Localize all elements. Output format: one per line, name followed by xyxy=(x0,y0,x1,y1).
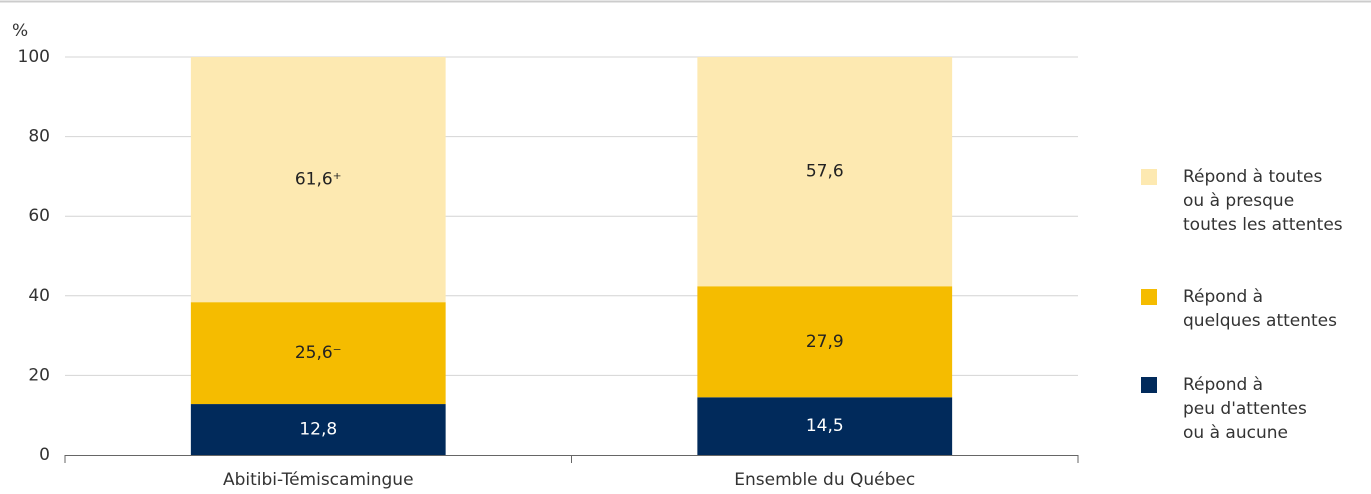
x-tick-label: Abitibi-Témiscamingue xyxy=(223,470,414,490)
legend-line: Répond à xyxy=(1183,287,1263,307)
data-label: 14,5 xyxy=(806,416,844,436)
y-tick-label: 0 xyxy=(39,445,50,465)
bar-segment xyxy=(190,302,446,405)
x-tick-label: Ensemble du Québec xyxy=(734,470,915,490)
y-tick-label: 60 xyxy=(28,206,50,226)
data-label: 27,9 xyxy=(806,332,844,352)
bar-segment xyxy=(190,404,446,455)
data-label: 12,8 xyxy=(299,420,337,440)
legend-swatch xyxy=(1141,169,1157,185)
legend-label: Répond à toutes ou à presque toutes les at… xyxy=(1183,167,1343,235)
legend-line: Répond à toutes xyxy=(1183,167,1322,187)
legend-swatch xyxy=(1141,289,1157,305)
legend-line: toutes les attentes xyxy=(1183,215,1343,235)
data-label: 61,6⁺ xyxy=(295,170,342,190)
y-tick-label: 100 xyxy=(18,47,50,67)
y-tick-label: 40 xyxy=(28,286,50,306)
legend-label: Répond à peu d'attentes ou à aucune xyxy=(1183,375,1307,443)
y-tick-label: 80 xyxy=(28,127,50,147)
legend-line: Répond à xyxy=(1183,375,1263,395)
bar-segment xyxy=(697,57,953,287)
legend-line: peu d'attentes xyxy=(1183,399,1307,419)
legend-label: Répond à quelques attentes xyxy=(1183,287,1337,331)
legend-swatch xyxy=(1141,377,1157,393)
bar-segment xyxy=(697,397,953,455)
bar-segment xyxy=(697,286,953,398)
data-label: 57,6 xyxy=(806,162,844,182)
y-tick-label: 20 xyxy=(28,365,50,385)
legend-line: ou à presque xyxy=(1183,191,1294,211)
legend-line: ou à aucune xyxy=(1183,423,1288,443)
bar-segment xyxy=(190,57,446,303)
legend-line: quelques attentes xyxy=(1183,311,1337,331)
y-axis-label: % xyxy=(12,21,28,41)
data-label: 25,6⁻ xyxy=(295,343,342,363)
